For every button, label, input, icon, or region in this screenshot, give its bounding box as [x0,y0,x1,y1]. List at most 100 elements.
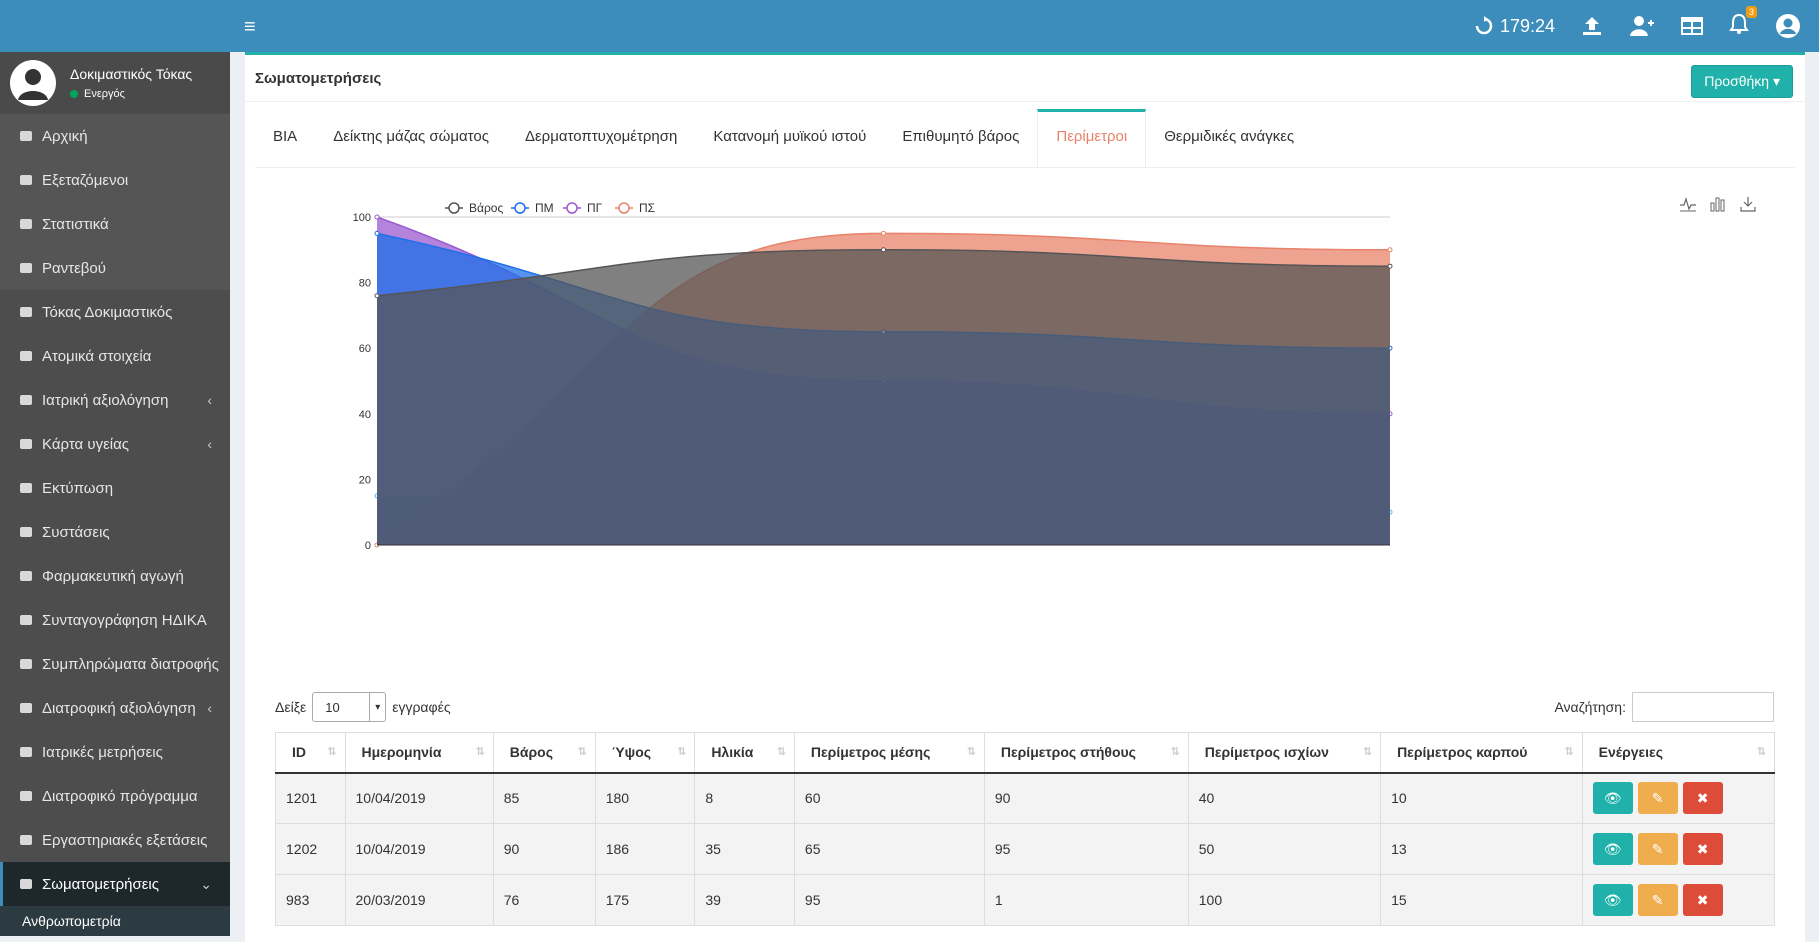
bar-chart-icon[interactable] [1709,195,1727,213]
box-title: Σωματομετρήσεις [255,69,382,87]
sort-icon[interactable]: ⇅ [677,746,687,758]
sidebar-item-3[interactable]: Ραντεβού [0,246,230,290]
column-header[interactable]: Ημερομηνία ⇅ [344,732,494,774]
data-point [1387,247,1393,253]
sidebar-item-17[interactable]: Σωματομετρήσεις ⌄ [0,862,230,906]
id-card-icon [18,436,34,452]
sidebar-item-0[interactable]: Αρχική [0,114,230,158]
view-button[interactable]: 👁 [1592,833,1633,865]
user-name: Δοκιμαστικός Τόκας [70,66,193,82]
submenu-item-anthropometry[interactable]: Ανθρωπομετρία [0,906,230,936]
sidebar-item-6[interactable]: Ιατρική αξιολόγηση ‹ [0,378,230,422]
delete-button[interactable]: ✖ [1682,884,1723,916]
column-header[interactable]: Βάρος ⇅ [492,732,596,774]
sidebar-item-2[interactable]: Στατιστικά [0,202,230,246]
column-header[interactable]: Ενέργειες ⇅ [1581,732,1776,774]
file-icon [18,700,34,716]
length-select[interactable]: 10 ▾ [312,692,387,722]
sidebar-item-label: Κάρτα υγείας [42,435,129,453]
sort-icon[interactable]: ⇅ [327,746,337,758]
add-dropdown-button[interactable]: Προσθήκη ▾ [1691,65,1793,98]
sidebar-item-12[interactable]: Συμπληρώματα διατροφής [0,642,230,686]
tab-1[interactable]: Δείκτης μάζας σώματος [333,128,489,145]
search-input[interactable] [1632,692,1774,722]
tab-0[interactable]: BIA [273,128,298,145]
sidebar-item-5[interactable]: Ατομικά στοιχεία [0,334,230,378]
edit-icon: ✎ [1651,789,1664,806]
tab-6[interactable]: Θερμιδικές ανάγκες [1164,128,1295,145]
search-label: Αναζήτηση: [1554,699,1626,715]
sort-icon[interactable]: ⇅ [475,746,485,758]
data-point [374,293,380,299]
edit-button[interactable]: ✎ [1637,833,1678,865]
session-timer[interactable]: 179:24 [1474,16,1555,37]
sidebar-item-11[interactable]: Συνταγογράφηση ΗΔΙΚΑ [0,598,230,642]
column-header[interactable]: Περίμετρος ισχίων ⇅ [1187,732,1382,774]
sidebar-item-15[interactable]: Διατροφικό πρόγραμμα [0,774,230,818]
sort-icon[interactable]: ⇅ [1362,746,1373,758]
sort-icon[interactable]: ⇅ [776,746,786,758]
sort-icon[interactable]: ⇅ [1170,746,1180,758]
edit-button[interactable]: ✎ [1637,884,1678,916]
sidebar-item-16[interactable]: Εργαστηριακές εξετάσεις [0,818,230,862]
view-button[interactable]: 👁 [1592,884,1633,916]
stethoscope-icon [18,392,34,408]
sort-icon[interactable]: ⇅ [966,746,976,758]
dashboard-icon [18,876,34,892]
tab-5[interactable]: Περίμετροι [1037,109,1147,167]
data-point [374,230,380,236]
table-cell: 90 [492,823,596,875]
notifications-button[interactable]: 3 [1729,6,1757,39]
top-navbar: ≡ 179:24 3 [230,0,1819,52]
sidebar-item-10[interactable]: Φαρμακευτική αγωγή [0,554,230,598]
sidebar-item-label: Τόκας Δοκιμαστικός [42,303,173,321]
column-header[interactable]: Περίμετρος στήθους ⇅ [983,732,1189,774]
sidebar-item-13[interactable]: Διατροφική αξιολόγηση ‹ [0,686,230,730]
sort-icon[interactable]: ⇅ [1564,746,1574,758]
table-icon[interactable] [1681,16,1703,36]
sidebar-item-14[interactable]: Ιατρικές μετρήσεις [0,730,230,774]
view-button[interactable]: 👁 [1592,782,1633,815]
y-tick-label: 60 [359,343,371,355]
data-point [881,230,886,236]
chevron-down-icon: ▾ [369,693,385,721]
download-icon[interactable] [1739,195,1757,213]
column-header[interactable]: Ύψος ⇅ [594,732,696,774]
sidebar-item-1[interactable]: Εξεταζόμενοι [0,158,230,202]
sidebar-item-8[interactable]: Εκτύπωση [0,466,230,510]
sidebar-item-label: Διατροφική αξιολόγηση [42,699,196,717]
table-cell: 76 [492,874,596,926]
line-chart-icon[interactable] [1679,195,1697,213]
bell-icon [1729,13,1749,34]
sidebar-item-4[interactable]: Τόκας Δοκιμαστικός [0,290,230,334]
sidebar-item-9[interactable]: Συστάσεις [0,510,230,554]
sort-icon[interactable]: ⇅ [577,746,587,758]
legend-marker [514,202,526,214]
sidebar-item-label: Ατομικά στοιχεία [42,347,152,365]
upload-icon[interactable] [1581,15,1603,37]
add-user-icon[interactable] [1629,15,1655,37]
status-dot-icon [70,90,78,98]
sort-icon[interactable]: ⇅ [1756,746,1766,758]
close-icon: ✖ [1696,891,1709,908]
delete-button[interactable]: ✖ [1682,782,1723,815]
column-header[interactable]: Περίμετρος καρπού ⇅ [1380,732,1583,774]
legend-label: ΠΣ [639,201,655,215]
edit-button[interactable]: ✎ [1637,782,1678,815]
user-account-icon[interactable] [1775,13,1801,39]
chevron-left-icon: ‹ [207,700,212,716]
tab-3[interactable]: Κατανομή μυϊκού ιστού [713,128,867,145]
delete-button[interactable]: ✖ [1682,833,1723,865]
column-header[interactable]: Ηλικία ⇅ [694,732,795,774]
table-row: 1201 10/04/2019 85 180 8 60 90 40 10 👁 ✎ ✖ [275,772,1776,824]
tab-4[interactable]: Επιθυμητό βάρος [902,128,1020,145]
menu-toggle-icon[interactable]: ≡ [244,16,256,38]
medkit-icon [18,612,34,628]
sidebar-item-label: Στατιστικά [42,215,109,233]
sidebar-item-7[interactable]: Κάρτα υγείας ‹ [0,422,230,466]
tab-2[interactable]: Δερματοπτυχομέτρηση [524,128,678,145]
column-header[interactable]: Περίμετρος μέσης ⇅ [793,732,985,774]
column-header[interactable]: ID ⇅ [275,732,346,774]
data-point [881,247,886,253]
table-cell: 35 [694,823,795,875]
